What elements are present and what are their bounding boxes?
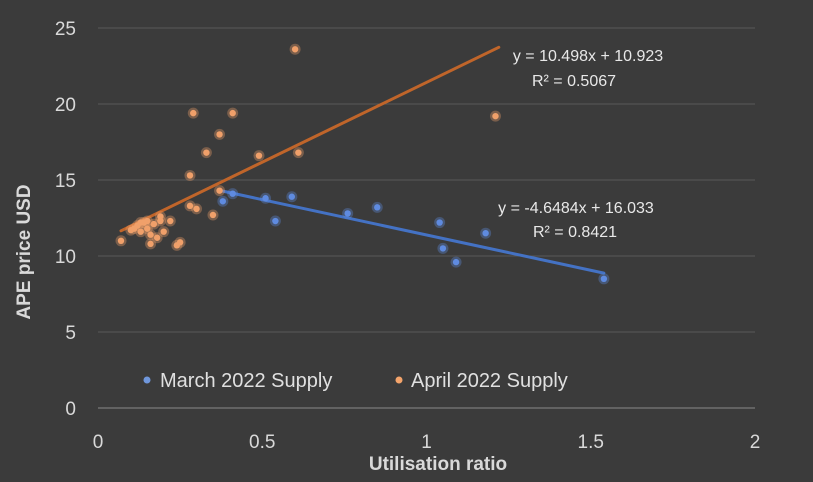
legend: March 2022 Supply April 2022 Supply xyxy=(143,370,568,392)
april-data-point xyxy=(191,203,203,215)
april-data-point xyxy=(154,215,166,227)
april-data-point xyxy=(115,235,127,247)
march-data-point xyxy=(342,207,354,219)
march-data-point xyxy=(286,191,298,203)
march-data-point xyxy=(269,215,281,227)
y-tick-label: 0 xyxy=(65,399,76,420)
x-tick-label: 1.5 xyxy=(578,432,604,453)
x-axis-title: Utilisation ratio xyxy=(369,454,507,475)
march-trendline xyxy=(221,189,606,275)
april-data-point xyxy=(214,185,226,197)
march-data-point xyxy=(371,201,383,213)
april-data-point xyxy=(184,169,196,181)
march-data-point xyxy=(598,273,610,285)
april-data-point xyxy=(187,107,199,119)
y-tick-label: 5 xyxy=(65,323,76,344)
april-data-point xyxy=(214,128,226,140)
april-data-point xyxy=(151,232,163,244)
april-data-point xyxy=(135,226,147,238)
legend-april-marker xyxy=(395,376,403,384)
april-data-point xyxy=(184,200,196,212)
legend-march-marker xyxy=(143,376,151,384)
march-trend-r2: R² = 0.8421 xyxy=(533,224,617,241)
april-data-point xyxy=(148,218,160,230)
april-trend-equation: y = 10.498x + 10.923 xyxy=(513,48,663,65)
march-data-point xyxy=(437,242,449,254)
april-data-point xyxy=(292,147,304,159)
april-data-point xyxy=(489,110,501,122)
y-tick-label: 15 xyxy=(55,171,76,192)
x-tick-label: 1 xyxy=(421,432,432,453)
x-tick-label: 2 xyxy=(750,432,761,453)
april-data-point xyxy=(207,209,219,221)
x-tick-label: 0.5 xyxy=(249,432,275,453)
march-data-point xyxy=(434,217,446,229)
april-data-point xyxy=(141,215,153,227)
y-tick-label: 20 xyxy=(55,95,76,116)
april-data-point xyxy=(227,107,239,119)
legend-april-label: April 2022 Supply xyxy=(411,370,568,392)
x-tick-label: 0 xyxy=(93,432,104,453)
april-data-point xyxy=(253,150,265,162)
gridlines xyxy=(98,27,755,409)
y-axis-title: APE price USD xyxy=(14,184,35,319)
legend-march-label: March 2022 Supply xyxy=(160,370,332,392)
april-data-point xyxy=(289,43,301,55)
april-data-point xyxy=(200,147,212,159)
april-trend-r2: R² = 0.5067 xyxy=(532,73,616,90)
april-data-point xyxy=(174,236,186,248)
y-tick-label: 10 xyxy=(55,247,76,268)
april-data-point xyxy=(154,210,166,222)
april-data-point xyxy=(158,226,170,238)
april-data-point xyxy=(141,223,153,235)
march-data-point xyxy=(260,192,272,204)
march-trend-equation: y = -4.6484x + 16.033 xyxy=(498,200,654,217)
march-data-point xyxy=(227,188,239,200)
april-trendline xyxy=(119,45,501,233)
april-data-point xyxy=(145,229,157,241)
april-data-point xyxy=(164,215,176,227)
march-data-point xyxy=(480,227,492,239)
april-data-point xyxy=(145,238,157,250)
y-tick-label: 25 xyxy=(55,19,76,40)
tick-labels: 0 5 10 15 20 25 0 0.5 1 1.5 2 xyxy=(55,19,760,453)
march-data-point xyxy=(450,256,462,268)
data-points xyxy=(115,43,610,285)
march-data-point xyxy=(217,195,229,207)
trendlines xyxy=(119,45,606,275)
